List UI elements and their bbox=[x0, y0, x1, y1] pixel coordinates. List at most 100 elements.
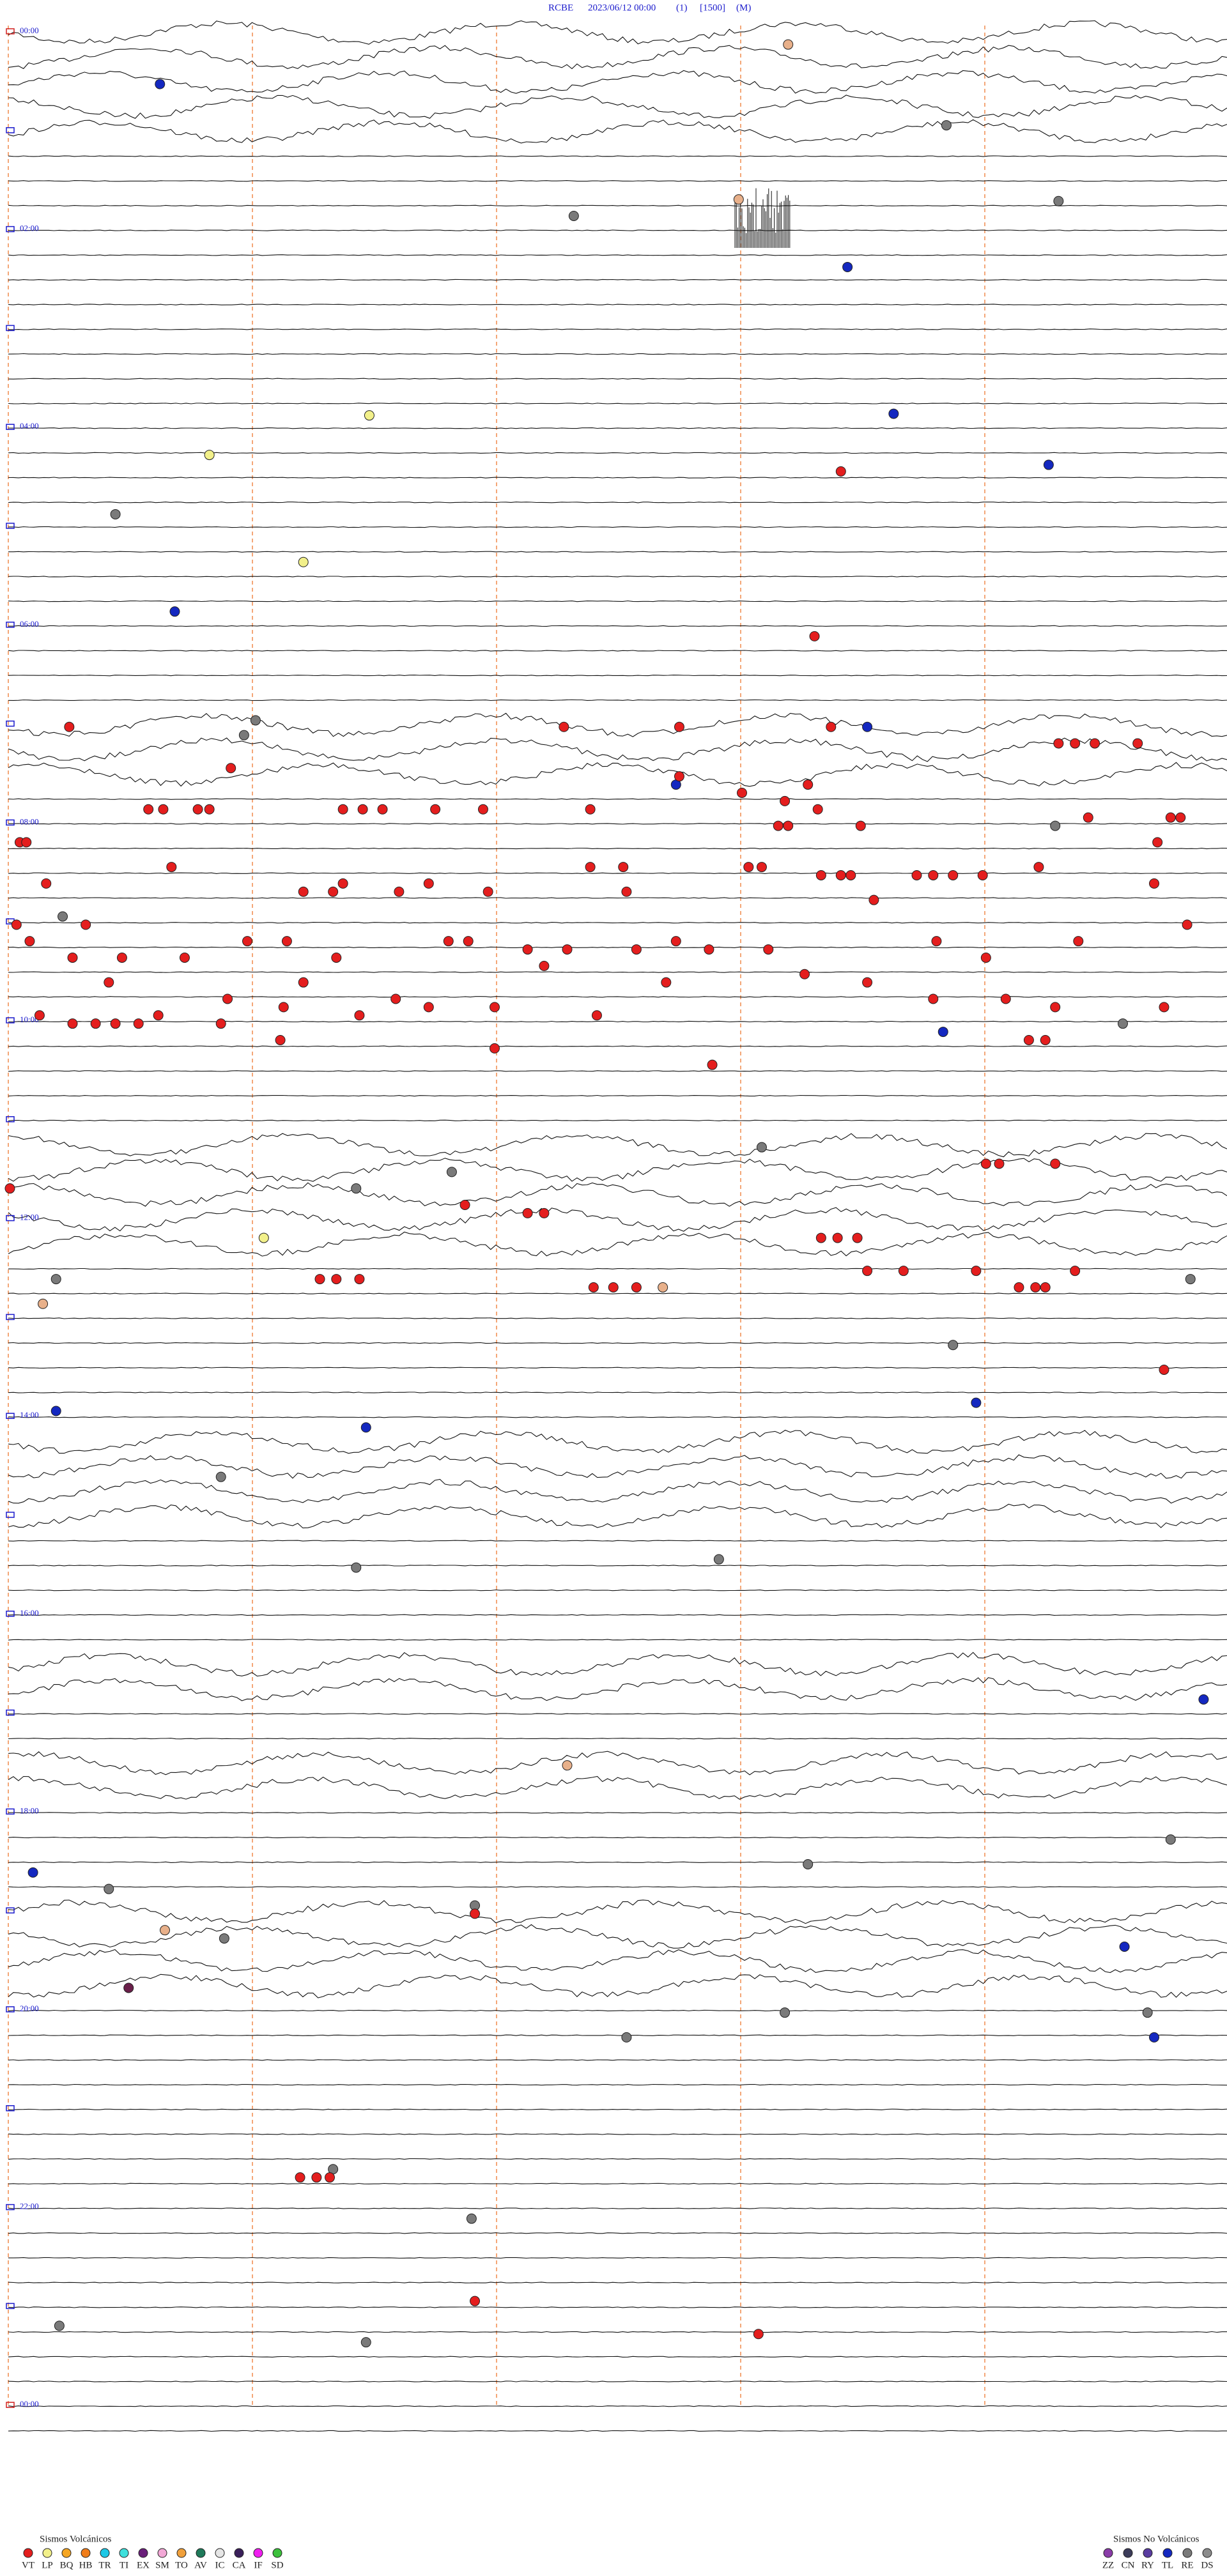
trace bbox=[8, 155, 1227, 157]
event bbox=[169, 606, 180, 617]
event bbox=[835, 870, 846, 880]
event bbox=[477, 804, 488, 815]
event bbox=[325, 2172, 335, 2183]
trace bbox=[8, 303, 1227, 305]
trace bbox=[8, 737, 1227, 762]
trace bbox=[8, 70, 1227, 94]
trace bbox=[8, 20, 1227, 45]
trace bbox=[8, 1268, 1227, 1270]
trace bbox=[8, 2356, 1227, 2358]
trace bbox=[8, 1614, 1227, 1616]
event bbox=[298, 886, 309, 897]
event bbox=[756, 862, 767, 873]
event bbox=[222, 993, 233, 1004]
event bbox=[1090, 738, 1100, 749]
event bbox=[1175, 812, 1186, 823]
event bbox=[331, 1274, 342, 1285]
trace bbox=[8, 1652, 1227, 1676]
trace bbox=[8, 1565, 1227, 1567]
hour-bracket bbox=[6, 1611, 15, 1617]
trace bbox=[8, 2009, 1227, 2012]
event bbox=[81, 919, 91, 930]
trace bbox=[8, 229, 1227, 231]
trace bbox=[8, 576, 1227, 578]
event bbox=[608, 1282, 619, 1292]
trace bbox=[8, 1974, 1227, 1998]
event bbox=[50, 1406, 61, 1416]
trace bbox=[8, 1589, 1227, 1591]
event bbox=[753, 2329, 764, 2340]
event bbox=[116, 952, 127, 963]
legend-swatch bbox=[176, 2548, 187, 2558]
time-label: 22:00 bbox=[20, 2202, 39, 2211]
event bbox=[314, 1274, 325, 1285]
trace bbox=[8, 2306, 1227, 2308]
event bbox=[143, 804, 154, 815]
legend-swatch bbox=[1103, 2548, 1113, 2558]
event bbox=[354, 1274, 365, 1285]
trace bbox=[8, 279, 1227, 281]
trace bbox=[8, 762, 1227, 787]
legend-swatch bbox=[42, 2548, 52, 2558]
event bbox=[568, 210, 579, 221]
trace bbox=[8, 378, 1227, 379]
trace bbox=[8, 1317, 1227, 1319]
legend-label: HB bbox=[79, 2560, 93, 2570]
event bbox=[948, 1340, 959, 1351]
trace bbox=[8, 1454, 1227, 1479]
event bbox=[41, 878, 52, 889]
time-label: 06:00 bbox=[20, 619, 39, 629]
hour-bracket bbox=[6, 523, 15, 529]
event bbox=[446, 1167, 457, 1177]
event bbox=[110, 1018, 121, 1029]
trace bbox=[8, 477, 1227, 479]
legend-swatch bbox=[234, 2548, 244, 2558]
event bbox=[470, 1908, 481, 1919]
event bbox=[364, 410, 374, 421]
hour-bracket bbox=[6, 1215, 15, 1222]
legend-label: TO bbox=[175, 2560, 188, 2570]
event bbox=[585, 804, 596, 815]
legend-label: TI bbox=[120, 2560, 128, 2570]
event bbox=[980, 952, 991, 963]
event bbox=[941, 120, 952, 131]
legend-label: VT bbox=[22, 2560, 35, 2570]
legend-swatch bbox=[81, 2548, 91, 2558]
trace bbox=[8, 1899, 1227, 1924]
event bbox=[50, 1274, 61, 1285]
trace bbox=[8, 427, 1227, 429]
legend-label: RE bbox=[1181, 2560, 1193, 2570]
hour-bracket bbox=[6, 819, 15, 826]
event bbox=[295, 2172, 305, 2183]
event bbox=[34, 1010, 45, 1021]
trace bbox=[8, 2133, 1227, 2135]
trace bbox=[8, 1392, 1227, 1393]
event bbox=[832, 1232, 843, 1243]
event bbox=[618, 862, 629, 873]
event bbox=[11, 919, 22, 930]
trace bbox=[8, 2257, 1227, 2259]
event bbox=[780, 795, 791, 806]
event bbox=[1050, 820, 1061, 831]
event bbox=[631, 944, 642, 955]
time-label: 10:00 bbox=[20, 1015, 39, 1024]
trace bbox=[8, 1924, 1227, 1949]
legend-label: AV bbox=[194, 2560, 207, 2570]
event bbox=[1152, 837, 1163, 848]
event bbox=[250, 715, 261, 726]
event bbox=[773, 820, 783, 831]
event bbox=[888, 408, 899, 419]
event bbox=[631, 1282, 642, 1292]
event bbox=[670, 936, 681, 947]
event bbox=[1198, 1694, 1209, 1705]
trace bbox=[8, 1738, 1227, 1740]
event bbox=[756, 1142, 767, 1153]
trace bbox=[8, 2405, 1227, 2407]
event bbox=[90, 1018, 101, 1029]
event bbox=[842, 261, 853, 272]
time-label: 20:00 bbox=[20, 2004, 39, 2013]
event bbox=[1070, 1266, 1081, 1276]
event bbox=[110, 509, 121, 519]
trace bbox=[8, 2182, 1227, 2185]
event bbox=[423, 1002, 434, 1013]
